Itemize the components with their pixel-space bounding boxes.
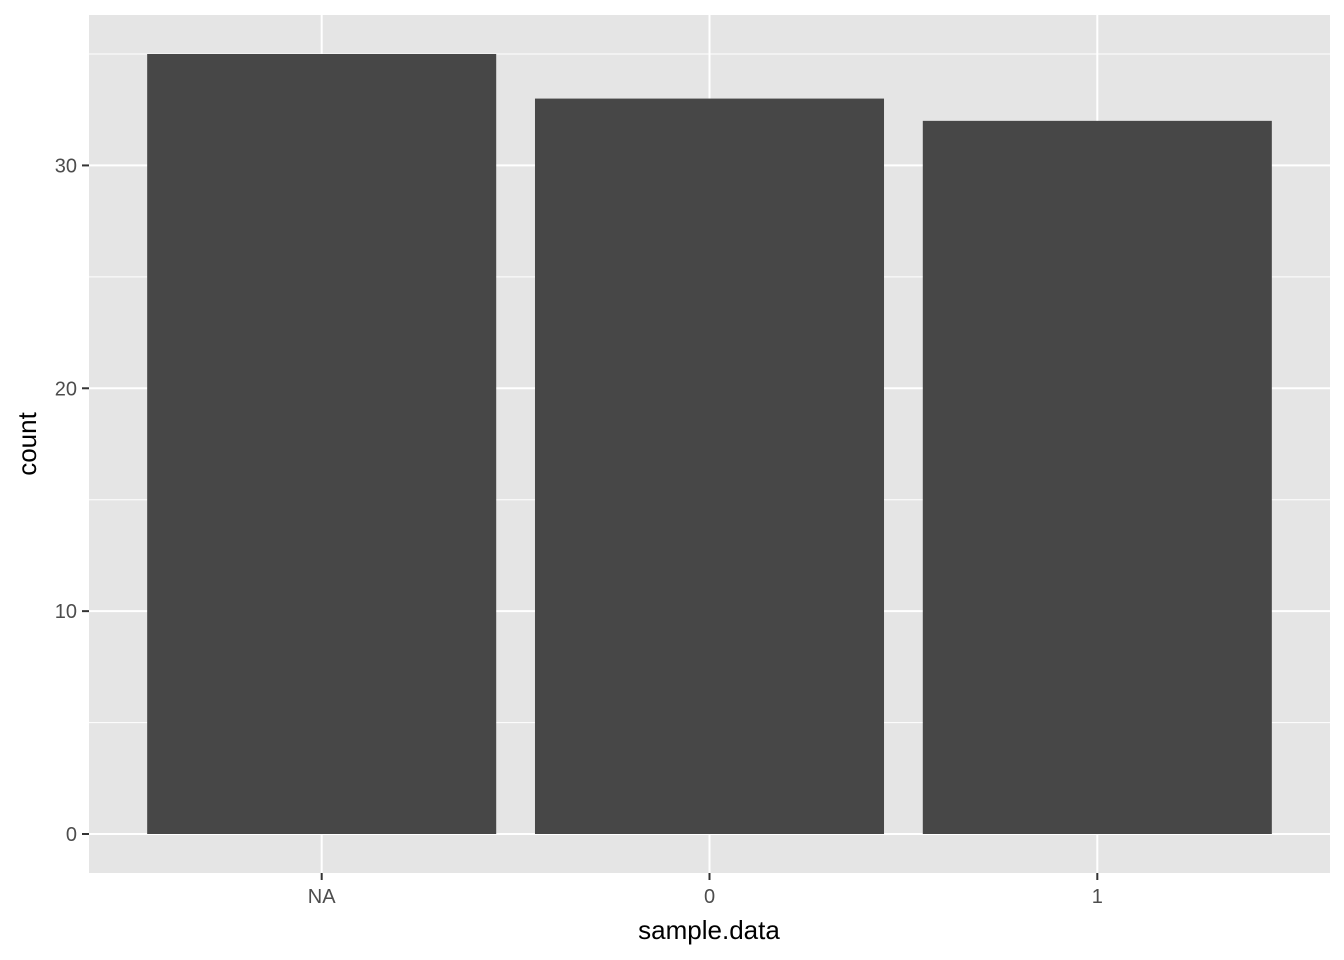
x-axis: NA 0 1: [308, 873, 1103, 908]
bar-NA: [147, 54, 497, 834]
x-tick-label: 0: [704, 886, 715, 908]
y-axis: 0 10 20 30: [55, 155, 89, 846]
y-axis-title: count: [12, 411, 42, 475]
x-tick-label: NA: [308, 886, 336, 908]
bar-0: [534, 98, 885, 835]
y-tick-label: 0: [66, 824, 77, 846]
y-tick-label: 10: [55, 601, 77, 623]
x-tick-label: 1: [1092, 886, 1103, 908]
y-tick-label: 30: [55, 155, 77, 177]
x-axis-title: sample.data: [638, 915, 780, 945]
y-tick-label: 20: [55, 378, 77, 400]
bar-1: [922, 120, 1272, 835]
bars: [147, 54, 1272, 835]
